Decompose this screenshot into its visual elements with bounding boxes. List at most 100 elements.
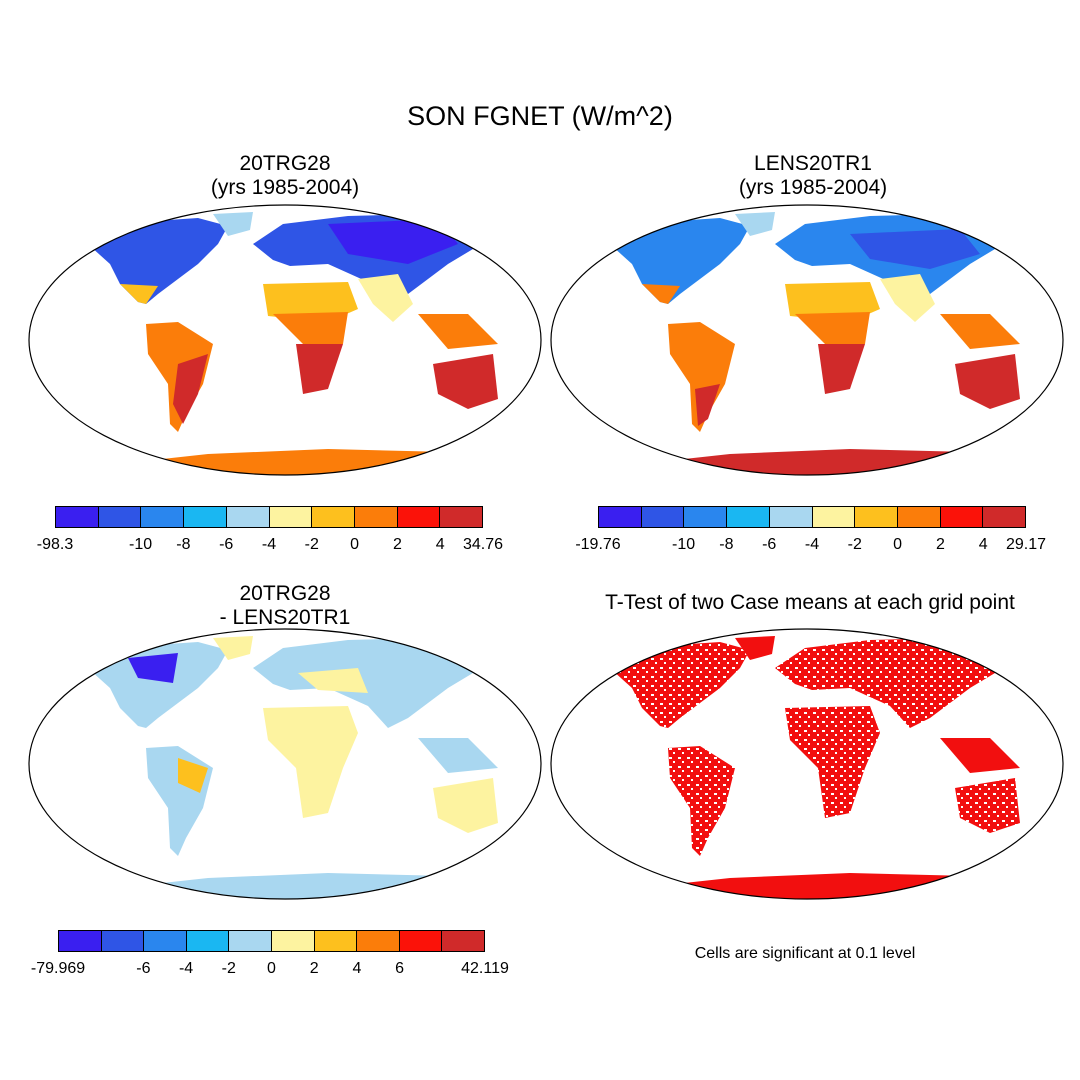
panel-title-line2: - LENS20TR1	[219, 606, 351, 629]
south-america	[668, 322, 735, 432]
europe-asia	[253, 638, 478, 728]
colorbar-box	[442, 931, 484, 951]
map-border	[550, 628, 1064, 900]
africa-mid	[795, 312, 870, 344]
north-america	[610, 218, 750, 304]
colorbar-20trg28: -98.3 -10 -8 -6 -4 -2 0 2 4 34.76	[37, 506, 503, 556]
colorbar-box	[144, 931, 187, 951]
colorbar-tick: -4	[261, 536, 277, 553]
map-canvas	[28, 204, 542, 476]
north-america	[610, 642, 750, 728]
colorbar-boxes	[58, 930, 485, 952]
colorbar-tick: -8	[719, 536, 734, 553]
south-america	[668, 746, 735, 856]
colorbar-tick: -6	[219, 536, 234, 553]
colorbar-tick: -4	[804, 536, 820, 553]
colorbar-tick: -2	[847, 536, 862, 553]
colorbar-boxes	[598, 506, 1026, 528]
panel-title-20trg28: 20TRG28 (yrs 1985-2004)	[135, 152, 435, 200]
colorbar-tick: 0	[893, 536, 903, 553]
colorbar-lens20tr1: -19.76 -10 -8 -6 -4 -2 0 2 4 29.17	[575, 506, 1046, 556]
colorbar-tick: -4	[178, 960, 194, 977]
panel-title-line1: 20TRG28	[239, 582, 331, 605]
colorbar-box	[226, 507, 270, 527]
africa-mid	[273, 312, 348, 344]
colorbar-tick: 2	[935, 536, 945, 553]
north-america	[88, 642, 228, 728]
colorbar-box	[186, 931, 230, 951]
colorbar-tick: 29.17	[1005, 536, 1047, 553]
colorbar-box	[983, 507, 1026, 527]
colorbar-box	[141, 507, 185, 527]
map-border	[28, 628, 542, 900]
colorbar-box	[357, 931, 400, 951]
south-america-warm	[178, 758, 208, 793]
map-ttest	[550, 628, 1064, 900]
southeast-asia	[418, 738, 498, 773]
colorbar-ticks: -98.3 -10 -8 -6 -4 -2 0 2 4 34.76	[37, 536, 503, 556]
panel-title-line2: (yrs 1985-2004)	[210, 176, 360, 199]
australia	[955, 778, 1020, 833]
colorbar-box	[641, 507, 685, 527]
ttest-title: T-Test of two Case means at each grid po…	[605, 591, 1015, 614]
colorbar-tick: -6	[762, 536, 777, 553]
colorbar-box	[56, 507, 99, 527]
africa-north	[785, 282, 880, 322]
colorbar-tick: -19.76	[575, 536, 621, 553]
africa-south	[296, 344, 343, 394]
africa-south	[818, 344, 865, 394]
map-canvas	[28, 628, 542, 900]
greenland	[735, 212, 775, 236]
colorbar-box	[812, 507, 856, 527]
panel-title-difference: 20TRG28 - LENS20TR1	[135, 582, 435, 630]
south-america-south	[173, 354, 208, 424]
map-border	[550, 204, 1064, 476]
colorbar-tick: 2	[392, 536, 402, 553]
colorbar-box	[354, 507, 398, 527]
map-canvas	[550, 628, 1064, 900]
colorbar-tick: 2	[309, 960, 319, 977]
colorbar-tick: 0	[267, 960, 276, 977]
south-asia	[880, 274, 935, 322]
north-america	[88, 218, 228, 304]
southeast-asia	[940, 314, 1020, 349]
colorbar-tick: 4	[978, 536, 988, 553]
siberia	[850, 229, 980, 269]
central-asia-warm	[298, 668, 368, 693]
southeast-asia	[418, 314, 498, 349]
colorbar-tick: -6	[136, 960, 151, 977]
australia	[433, 778, 498, 833]
colorbar-box	[727, 507, 770, 527]
colorbar-box	[312, 507, 355, 527]
greenland	[735, 636, 775, 660]
colorbar-box	[440, 507, 483, 527]
south-america-south	[695, 384, 720, 426]
colorbar-box	[269, 507, 313, 527]
colorbar-box	[184, 507, 227, 527]
colorbar-box	[101, 931, 145, 951]
colorbar-box	[271, 931, 315, 951]
colorbar-box	[98, 507, 142, 527]
panel-title-line1: LENS20TR1	[754, 152, 872, 175]
us-band	[120, 284, 158, 304]
colorbar-box	[59, 931, 102, 951]
colorbar-tick: 4	[435, 536, 445, 553]
south-asia	[358, 274, 413, 322]
map-canvas	[550, 204, 1064, 476]
greenland	[213, 636, 253, 660]
colorbar-box	[897, 507, 941, 527]
colorbar-box	[855, 507, 898, 527]
colorbar-tick: -98.3	[36, 536, 74, 553]
colorbar-difference: -79.969 -6 -4 -2 0 2 4 6 42.119	[31, 930, 509, 980]
panel-title-line2: (yrs 1985-2004)	[738, 176, 888, 199]
map-20trg28	[28, 204, 542, 476]
map-lens20tr1	[550, 204, 1064, 476]
colorbar-tick: -8	[176, 536, 191, 553]
colorbar-tick: 34.76	[462, 536, 504, 553]
southeast-asia	[940, 738, 1020, 773]
map-border	[28, 204, 542, 476]
significance-note: Cells are significant at 0.1 level	[694, 945, 916, 962]
siberia	[328, 219, 458, 264]
europe-asia	[775, 638, 1000, 728]
colorbar-ticks: -79.969 -6 -4 -2 0 2 4 6 42.119	[31, 960, 509, 980]
